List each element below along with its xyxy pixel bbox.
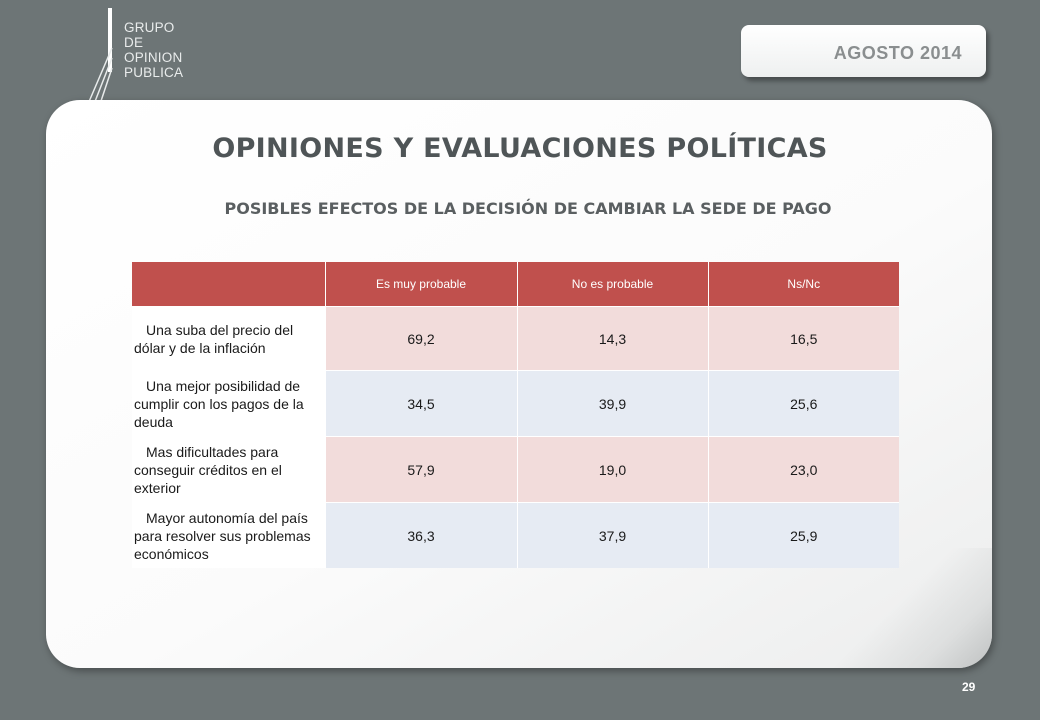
logo: GRUPO DE OPINION PUBLICA xyxy=(86,8,206,108)
page-number: 29 xyxy=(962,680,976,694)
logo-mark xyxy=(87,8,113,105)
cell-value: 14,3 xyxy=(517,306,709,371)
cell-value: 25,6 xyxy=(708,370,899,437)
cell-value: 25,9 xyxy=(708,502,899,568)
cell-value: 34,5 xyxy=(325,370,518,437)
row-label: Mas dificultades para conseguir créditos… xyxy=(132,436,326,503)
table-row: Mas dificultades para conseguir créditos… xyxy=(132,436,899,503)
table-row: Una mejor posibilidad de cumplir con los… xyxy=(132,370,899,437)
logo-line: GRUPO xyxy=(124,20,175,35)
logo-line: OPINION xyxy=(124,50,183,65)
table-row: Mayor autonomía del país para resolver s… xyxy=(132,502,899,568)
date-badge: AGOSTO 2014 xyxy=(741,25,986,77)
page-curl xyxy=(822,548,992,668)
cell-value: 36,3 xyxy=(325,502,518,568)
results-table: Es muy probable No es probable Ns/Nc Una… xyxy=(132,262,899,568)
cell-value: 23,0 xyxy=(708,436,899,503)
header-cell-muy-probable: Es muy probable xyxy=(325,262,518,307)
cell-value: 16,5 xyxy=(708,306,899,371)
logo-text: GRUPO DE OPINION PUBLICA xyxy=(124,20,183,80)
logo-line: DE xyxy=(124,35,144,50)
table-row: Una suba del precio del dólar y de la in… xyxy=(132,306,899,371)
cell-value: 39,9 xyxy=(517,370,709,437)
page-title: OPINIONES Y EVALUACIONES POLÍTICAS xyxy=(212,133,828,164)
page-subtitle: POSIBLES EFECTOS DE LA DECISIÓN DE CAMBI… xyxy=(224,199,832,218)
header-cell-nsnc: Ns/Nc xyxy=(708,262,899,307)
table-header-row: Es muy probable No es probable Ns/Nc xyxy=(132,262,899,307)
cell-value: 19,0 xyxy=(517,436,709,503)
row-label: Mayor autonomía del país para resolver s… xyxy=(132,502,326,568)
row-label: Una suba del precio del dólar y de la in… xyxy=(132,306,326,371)
header-cell-empty xyxy=(132,262,326,307)
cell-value: 57,9 xyxy=(325,436,518,503)
cell-value: 37,9 xyxy=(517,502,709,568)
row-label: Una mejor posibilidad de cumplir con los… xyxy=(132,370,326,437)
header-cell-no-probable: No es probable xyxy=(517,262,709,307)
logo-line: PUBLICA xyxy=(124,65,184,80)
cell-value: 69,2 xyxy=(325,306,518,371)
